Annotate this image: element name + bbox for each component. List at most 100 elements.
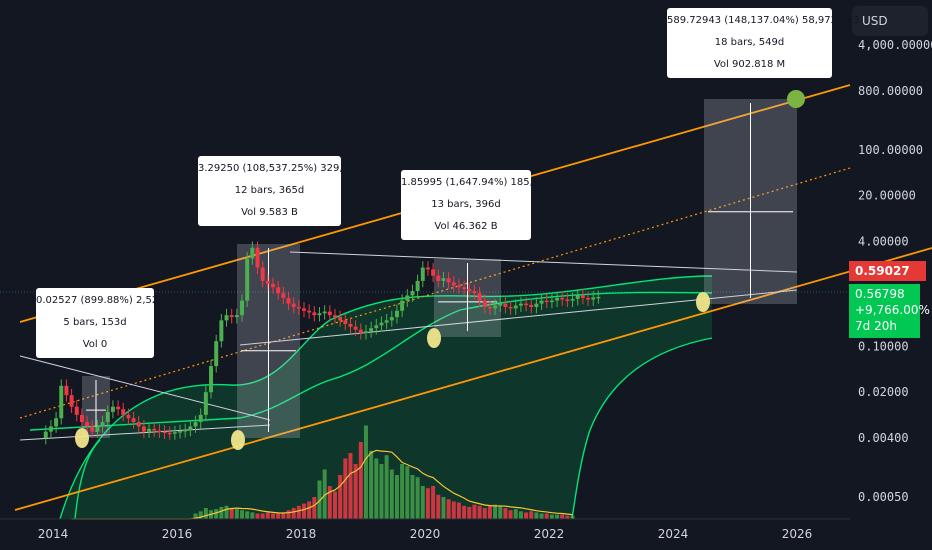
volume-bar: [198, 511, 203, 519]
marker-yellow: [696, 292, 710, 312]
volume-bar: [534, 512, 539, 519]
marker-yellow: [75, 428, 89, 448]
volume-bar: [508, 510, 513, 519]
annotation-line: 5 bars, 153d: [63, 317, 127, 328]
candle-body: [209, 366, 214, 393]
candle-body: [126, 414, 131, 419]
volume-bar: [307, 501, 312, 519]
volume-bar: [332, 491, 337, 519]
volume-bar: [291, 508, 296, 519]
candle-body: [472, 291, 477, 294]
y-tick-label: 0.02000: [858, 385, 909, 399]
volume-bar: [420, 486, 425, 519]
candle-body: [240, 300, 245, 316]
candle-body: [446, 278, 451, 283]
annotation-2017[interactable]: 3.29250 (108,537.25%) 329,250 12 bars, 3…: [198, 156, 362, 226]
candle-body: [59, 385, 64, 419]
info-price: 0.56798: [855, 287, 905, 301]
candle-body: [281, 293, 286, 298]
volume-bar: [436, 494, 441, 519]
x-tick-label: 2020: [410, 527, 441, 541]
volume-bar: [255, 513, 260, 519]
candle-body: [400, 300, 405, 311]
candle-body: [570, 298, 575, 301]
candle-body: [198, 414, 203, 423]
candle-body: [591, 297, 596, 300]
volume-bar: [570, 515, 575, 519]
volume-bar: [555, 514, 560, 519]
candle-body: [565, 299, 570, 302]
y-tick-label: 4,000.00000: [858, 38, 932, 52]
volume-bar: [565, 515, 570, 519]
candle-body: [188, 426, 193, 430]
candle-body: [322, 311, 327, 314]
candle-body: [420, 267, 425, 281]
band-middle: [29, 291, 713, 431]
band-lower-left: [74, 439, 101, 520]
annotation-line: 1.85995 (1,647.94%) 185,995: [401, 177, 552, 188]
volume-bar: [441, 497, 446, 519]
candle-body: [229, 315, 234, 318]
candle-body: [503, 303, 508, 307]
candle-body: [498, 303, 503, 306]
volume-bar: [544, 513, 549, 519]
candle-body: [431, 269, 436, 276]
candle-body: [141, 426, 146, 432]
candle-body: [54, 418, 59, 427]
volume-bar: [472, 504, 477, 519]
y-tick-label: 0.00050: [858, 490, 909, 504]
candle-body: [307, 310, 312, 313]
candle-body: [85, 422, 90, 427]
volume-bar: [240, 510, 245, 519]
volume-bar: [549, 514, 554, 519]
candle-body: [312, 312, 317, 316]
candle-body: [271, 283, 275, 288]
candle-body: [157, 430, 162, 432]
volume-bar: [234, 509, 239, 519]
candle-body: [291, 303, 296, 307]
volume-bar: [219, 506, 224, 519]
volume-bar: [384, 455, 389, 519]
candle-body: [178, 431, 183, 433]
volume-bar: [229, 508, 234, 519]
candle-body: [353, 326, 358, 330]
annotation-line: 13 bars, 396d: [431, 199, 501, 210]
volume-bar: [312, 497, 317, 519]
annotation-2020[interactable]: 1.85995 (1,647.94%) 185,995 13 bars, 396…: [401, 170, 552, 240]
candle-body: [544, 300, 549, 303]
volume-bar: [498, 505, 503, 519]
volume-bar: [358, 442, 363, 519]
candle-body: [374, 325, 379, 329]
y-tick-label: 20.00000: [858, 189, 916, 203]
volume-bar: [214, 509, 219, 519]
candle-body: [338, 317, 343, 321]
volume-bar: [425, 488, 430, 519]
candle-body: [477, 293, 482, 301]
y-axis: 4,000.00000 800.00000 100.00000 20.00000 4.0…: [858, 38, 932, 504]
annotation-2025[interactable]: 589.72943 (148,137.04%) 58,972,943 18 ba…: [667, 8, 859, 78]
candle-body: [100, 422, 105, 427]
candle-body: [363, 331, 368, 334]
volume-bar: [343, 458, 348, 519]
candle-body: [147, 428, 152, 432]
candle-body: [529, 304, 534, 307]
candle-body: [379, 322, 384, 326]
volume-bar: [487, 505, 492, 519]
annotation-line: 18 bars, 549d: [714, 37, 785, 48]
volume-bar: [518, 511, 523, 519]
volume-bar: [260, 513, 265, 519]
volume-bar: [539, 513, 544, 519]
candle-body: [110, 406, 115, 412]
y-tick-label: 0.10000: [858, 339, 909, 353]
currency-button[interactable]: USD: [852, 6, 928, 36]
annotation-2014[interactable]: 0.02527 (899.88%) 2,527 5 bars, 153d Vol…: [36, 288, 165, 358]
candle-body: [508, 306, 513, 309]
triangle-line: [19, 424, 271, 441]
volume-bar: [529, 511, 534, 519]
candle-body: [415, 280, 420, 292]
annotation-line: Vol 9.583 B: [241, 207, 298, 218]
x-tick-label: 2022: [534, 527, 565, 541]
volume-bar: [224, 505, 229, 519]
candle-body: [224, 315, 229, 321]
